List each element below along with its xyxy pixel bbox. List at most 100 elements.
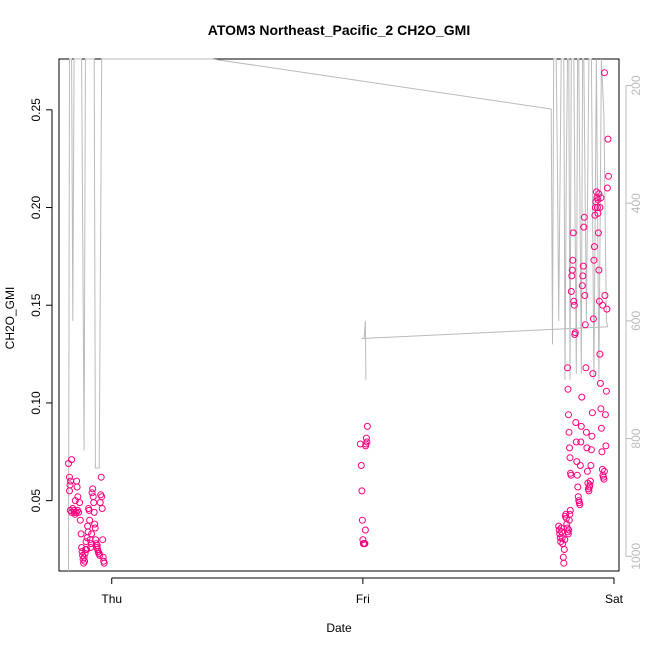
data-point (89, 485, 97, 493)
y-axis-left: 0.05 0.10 0.15 0.20 0.25 (29, 98, 53, 512)
data-point (361, 526, 369, 534)
data-point (74, 506, 82, 514)
data-point (560, 559, 568, 567)
data-point (561, 536, 569, 544)
data-point (594, 229, 602, 237)
y2-tick-label: 800 (629, 428, 643, 448)
x-axis-label: Date (326, 621, 352, 635)
data-point (578, 393, 586, 401)
data-point (566, 444, 573, 452)
data-point (90, 499, 98, 507)
data-point (602, 387, 610, 395)
data-point (96, 551, 104, 559)
data-point (572, 438, 580, 446)
data-point (359, 536, 367, 544)
data-point (566, 454, 574, 462)
data-point (559, 553, 567, 561)
data-point (583, 444, 591, 452)
data-point (81, 557, 89, 565)
data-point (570, 301, 578, 309)
data-point (564, 385, 572, 393)
y-tick-label: 0.25 (29, 98, 43, 122)
data-point (576, 501, 584, 509)
data-point (66, 487, 73, 495)
data-point (98, 505, 106, 512)
data-point (77, 530, 85, 538)
data-point (566, 510, 574, 518)
data-point (597, 424, 605, 432)
data-point (594, 196, 602, 204)
data-point (76, 499, 84, 507)
data-point (89, 493, 97, 501)
data-point (73, 483, 81, 491)
y2-tick-label: 600 (629, 311, 643, 331)
data-point (587, 446, 595, 454)
data-point (87, 540, 95, 548)
data-point (576, 462, 584, 469)
data-point (363, 422, 371, 430)
data-point (597, 405, 605, 413)
data-point (601, 411, 609, 419)
data-point (573, 458, 581, 466)
data-point (588, 432, 596, 440)
data-point (72, 508, 80, 516)
data-point (586, 481, 594, 489)
x-tick-label: Fri (356, 592, 370, 606)
data-point (97, 473, 105, 481)
data-point (68, 456, 76, 464)
chart-title: ATOM3 Northeast_Pacific_2 CH2O_GMI (208, 22, 470, 38)
data-point (86, 516, 94, 524)
data-point (96, 499, 104, 507)
data-point (570, 297, 578, 305)
x-axis: Thu Fri Sat (101, 577, 624, 606)
data-point (76, 516, 84, 524)
y2-tick-label: 200 (629, 75, 643, 95)
data-point (586, 477, 594, 485)
data-point (605, 172, 612, 180)
data-point (579, 272, 587, 280)
data-point (596, 379, 604, 387)
data-point (90, 508, 98, 516)
data-point (577, 422, 585, 430)
y-tick-label: 0.15 (29, 293, 43, 317)
y-axis-label: CH2O_GMI (3, 287, 17, 350)
data-point (363, 438, 371, 446)
data-point (582, 428, 590, 436)
data-point (602, 442, 610, 450)
data-point (564, 530, 572, 538)
data-point (604, 135, 612, 143)
data-point (357, 462, 365, 469)
data-point (73, 477, 81, 485)
y2-tick-label: 1000 (629, 543, 643, 570)
data-point (600, 475, 608, 483)
data-point (589, 370, 597, 378)
data-point (581, 321, 589, 329)
data-point (590, 256, 598, 264)
data-point (596, 350, 604, 358)
data-point (566, 506, 574, 514)
y-axis-right: 200 400 600 800 1000 (625, 75, 643, 570)
data-point (574, 483, 582, 491)
data-point (582, 364, 590, 372)
data-point (596, 204, 604, 211)
data-point (562, 510, 570, 518)
data-point (567, 288, 575, 295)
data-point (100, 559, 108, 567)
data-point (581, 292, 589, 299)
data-point (565, 428, 573, 436)
data-point (569, 229, 577, 237)
data-point (565, 526, 573, 534)
data-point (579, 262, 587, 270)
x-tick-label: Sat (605, 592, 624, 606)
data-point (99, 536, 107, 544)
data-point (564, 364, 571, 372)
data-point (590, 243, 598, 251)
data-point (587, 462, 595, 469)
pressure-line-layer (68, 58, 609, 572)
point-layer (65, 69, 612, 567)
data-point (84, 528, 92, 536)
data-point (578, 282, 586, 290)
data-point (98, 493, 106, 501)
data-point (594, 209, 602, 217)
